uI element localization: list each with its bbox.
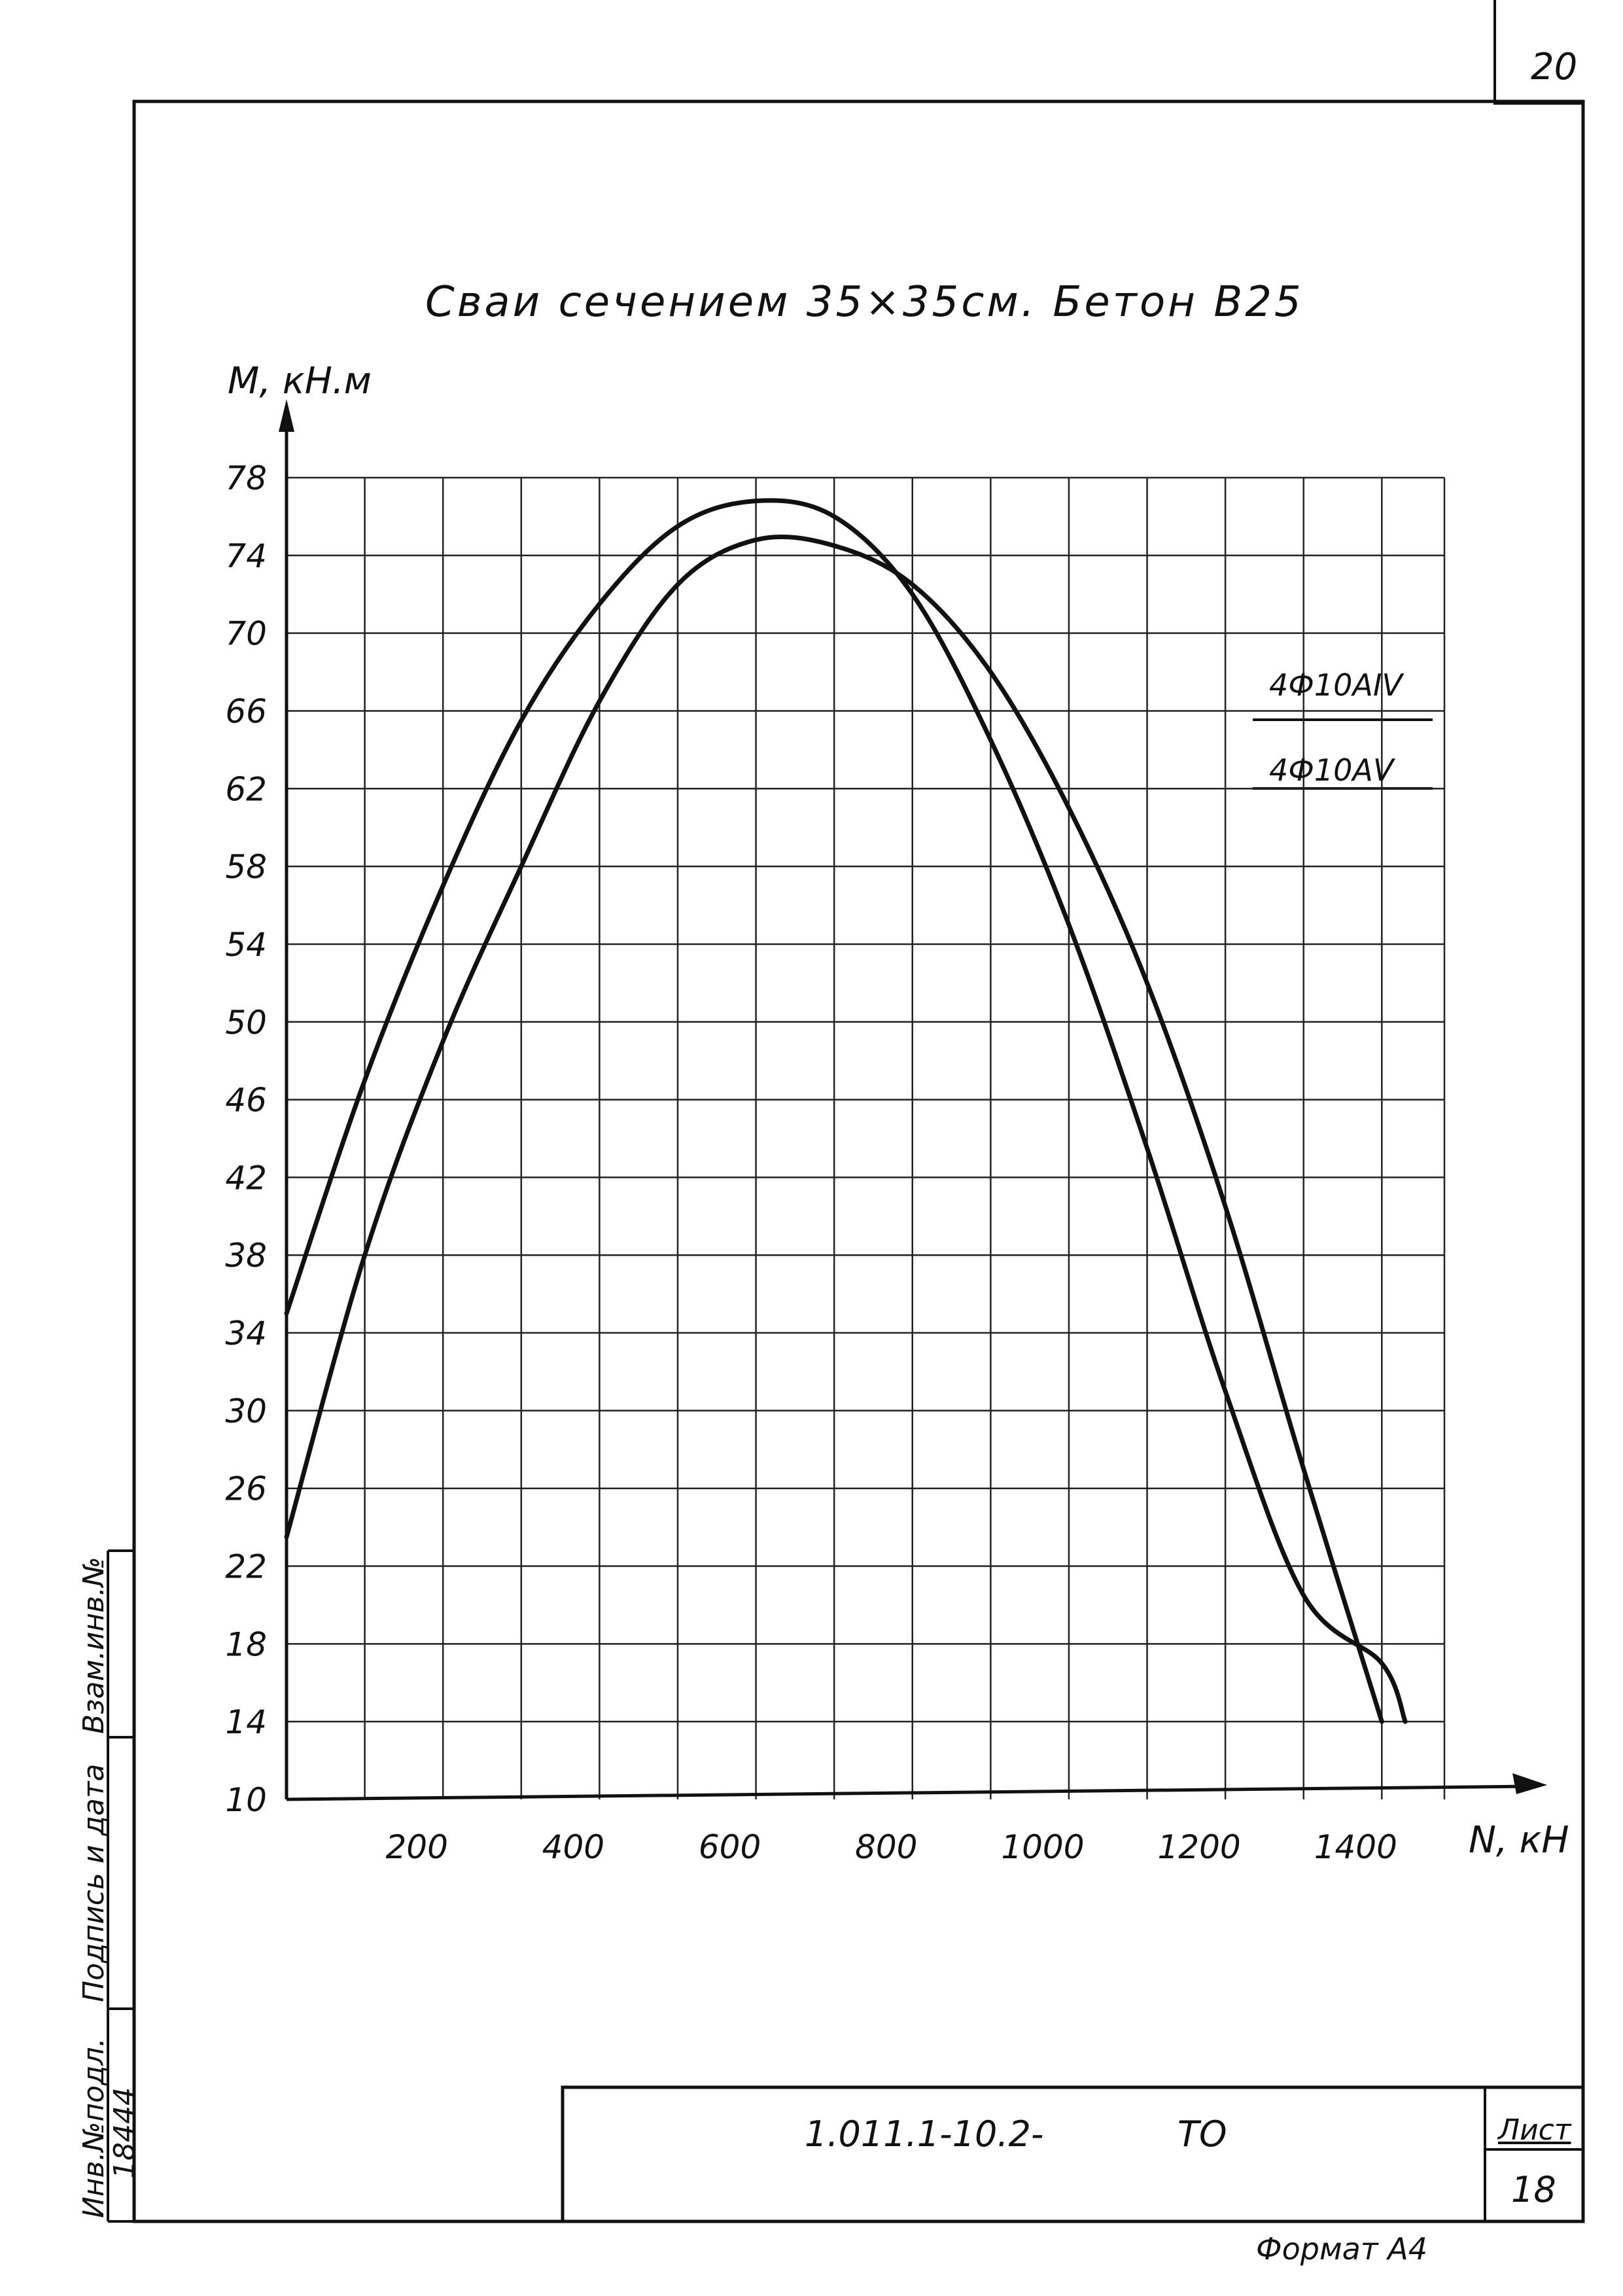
y-tick-label: 66 <box>225 692 267 730</box>
y-tick-label: 14 <box>225 1703 267 1741</box>
legend-entry-aiv: 4Ф10АIV <box>1269 667 1403 703</box>
y-tick-label: 58 <box>225 848 267 886</box>
page-number: 20 <box>1531 46 1578 88</box>
y-tick-label: 34 <box>225 1315 267 1352</box>
y-tick-label: 62 <box>225 770 267 808</box>
y-tick-label: 74 <box>225 537 267 575</box>
y-axis-arrow <box>279 399 294 432</box>
series-line-2 <box>284 534 1384 1724</box>
legend-entry-av: 4Ф10АV <box>1269 752 1394 788</box>
x-tick-label: 1400 <box>1314 1828 1397 1866</box>
y-tick-label: 50 <box>225 1004 267 1042</box>
x-tick-label: 200 <box>385 1828 447 1866</box>
series-line-1 <box>284 498 1408 1724</box>
y-tick-label: 38 <box>225 1237 267 1275</box>
y-tick-label: 46 <box>225 1082 267 1120</box>
stamp-signature-date: Подпись и дата <box>77 1763 111 2002</box>
y-tick-label: 54 <box>225 926 267 964</box>
stamp-inv-original: Инв.№подл. <box>77 2038 111 2218</box>
x-axis-arrow <box>1512 1773 1547 1794</box>
title-block-frame <box>561 2085 1585 2223</box>
format-label: Формат А4 <box>1256 2231 1427 2267</box>
x-tick-label: 800 <box>855 1828 917 1866</box>
stamp-inv-value: 18444 <box>108 2087 141 2179</box>
sheet-number: 18 <box>1511 2169 1556 2210</box>
chart-title: Сваи сечением 35×35см. Бетон В25 <box>425 278 1304 327</box>
x-tick-label: 600 <box>699 1828 761 1866</box>
x-tick-label: 400 <box>542 1828 604 1866</box>
document-code: 1.011.1-10.2- <box>805 2113 1044 2155</box>
y-axis-label: M, кН.м <box>228 360 372 402</box>
x-axis-line <box>286 1784 1535 1801</box>
y-tick-label: 10 <box>225 1781 267 1819</box>
x-tick-label: 1000 <box>1001 1828 1084 1866</box>
frame-border <box>132 99 1585 2223</box>
y-tick-label: 18 <box>225 1625 267 1663</box>
x-axis-label: N, кН <box>1469 1819 1569 1862</box>
y-tick-label: 30 <box>225 1392 267 1430</box>
sheet-label: Лист <box>1498 2113 1571 2147</box>
x-tick-label: 1200 <box>1158 1828 1241 1866</box>
y-tick-label: 26 <box>225 1470 267 1508</box>
document-type: ТО <box>1178 2113 1227 2155</box>
y-tick-label: 78 <box>225 459 267 497</box>
chart-plot: 10 14 18 22 26 30 34 38 42 46 50 54 58 62 66 70 74 78 200 4… <box>225 399 1547 1866</box>
y-tick-label: 42 <box>225 1159 267 1197</box>
y-tick-label: 22 <box>225 1548 267 1586</box>
page-number-box <box>1493 0 1583 105</box>
stamp-replacement-inv: Взам.инв.№ <box>77 1557 111 1734</box>
y-tick-label: 70 <box>225 615 267 653</box>
